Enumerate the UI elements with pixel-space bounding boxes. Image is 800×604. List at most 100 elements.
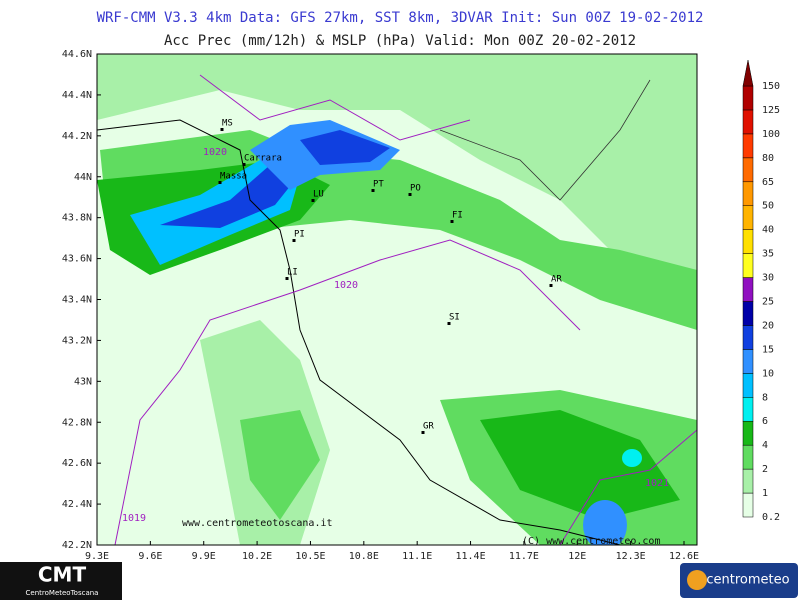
colorbar-band [742,444,754,470]
colorbar-label: 10 [762,368,774,379]
lon-tick-label: 12E [568,551,586,562]
logo-left-box [0,562,122,600]
isobar [559,429,697,545]
colorbar-label: 80 [762,153,774,164]
colorbar-label: 15 [762,344,774,355]
lat-tick-label: 44N [74,172,92,183]
city-dot [285,277,289,280]
header-line1: WRF-CMM V3.3 4km Data: GFS 27km, SST 8km… [97,10,704,26]
logo-right-box [680,563,798,598]
colorbar-band [742,253,754,278]
colorbar-band [742,420,754,446]
city-label: AR [551,275,562,285]
lat-tick-label: 43N [74,376,92,387]
city-dot [421,431,425,434]
colorbar-triangle [742,59,754,87]
city-dot [242,163,246,166]
colorbar-band [742,492,754,518]
rain-patch [97,54,697,300]
lat-tick-label: 43.8N [62,213,92,224]
colorbar-label: 6 [762,416,768,427]
colorbar-label: 40 [762,225,774,236]
city-label: PI [294,230,305,240]
logo-left: CMT [38,563,87,587]
lat-tick-label: 43.2N [62,335,92,346]
colorbar-band [742,301,754,326]
colorbar-label: 20 [762,320,774,331]
lat-tick-label: 43.4N [62,295,92,306]
colorbar-band [742,181,754,206]
lat-tick-label: 44.2N [62,131,92,142]
lon-tick-label: 12.6E [669,551,699,562]
city-dot [371,189,375,192]
coastline [97,119,621,545]
lon-tick-label: 10.8E [349,551,379,562]
colorbar-label: 2 [762,464,768,475]
lon-tick-label: 12.3E [616,551,646,562]
lon-tick-label: 11.1E [402,551,432,562]
isobar-label: 1020 [334,280,358,291]
city-label: LU [313,190,324,200]
lat-tick-label: 43.6N [62,254,92,265]
city-label: PO [410,184,421,194]
rain-patch [300,130,390,165]
city-dot [450,220,454,223]
colorbar-band [742,229,754,254]
lon-tick-label: 9.9E [192,551,216,562]
logo-right-icon [687,570,707,590]
city-dot [218,181,222,184]
rain-patch [160,165,295,228]
colorbar-band [742,325,754,350]
colorbar-label: 8 [762,392,768,403]
border [439,79,651,201]
rain-patch [240,410,320,520]
colorbar-label: 50 [762,201,774,212]
isobar [114,239,581,545]
colorbar-band [742,205,754,230]
colorbar-band [742,397,754,422]
city-dot [408,193,412,196]
city-dot [311,199,315,202]
colorbar-label: 100 [762,129,780,140]
watermark: www.centrometeotoscana.it [182,518,333,529]
isobar [199,74,471,141]
city-dot [447,322,451,325]
colorbar-band [742,109,754,135]
colorbar-band [742,349,754,374]
city-dot [220,128,224,131]
colorbar-band [742,373,754,398]
city-label: Carrara [244,154,282,164]
lon-tick-label: 10.5E [295,551,325,562]
colorbar-band [742,133,754,159]
lat-tick-label: 44.4N [62,90,92,101]
lat-tick-label: 42.8N [62,417,92,428]
lon-tick-label: 9.3E [85,551,109,562]
city-label: MS [222,119,233,129]
lat-tick-label: 42.2N [62,540,92,551]
colorbar-label: 1 [762,488,768,499]
lon-tick-label: 11.7E [509,551,539,562]
colorbar-band [742,468,754,494]
colorbar-label: 65 [762,177,774,188]
colorbar-band [742,85,754,111]
lat-tick-label: 44.6N [62,49,92,60]
rain-patch [480,410,680,520]
isobar-label: 1021 [645,478,669,489]
colorbar-label: 30 [762,273,774,284]
lat-tick-label: 42.6N [62,458,92,469]
header-line2: Acc Prec (mm/12h) & MSLP (hPa) Valid: Mo… [164,33,636,49]
city-label: SI [449,313,460,323]
city-label: LI [287,268,298,278]
city-label: GR [423,422,434,432]
lon-tick-label: 9.6E [138,551,162,562]
lon-tick-label: 10.2E [242,551,272,562]
isobar-label: 1019 [122,513,146,524]
lon-tick-label: 11.4E [455,551,485,562]
map-area [97,54,697,545]
city-dot [549,284,553,287]
rain-patch [622,449,642,467]
colorbar-label: 4 [762,440,768,451]
colorbar-label: 150 [762,81,780,92]
